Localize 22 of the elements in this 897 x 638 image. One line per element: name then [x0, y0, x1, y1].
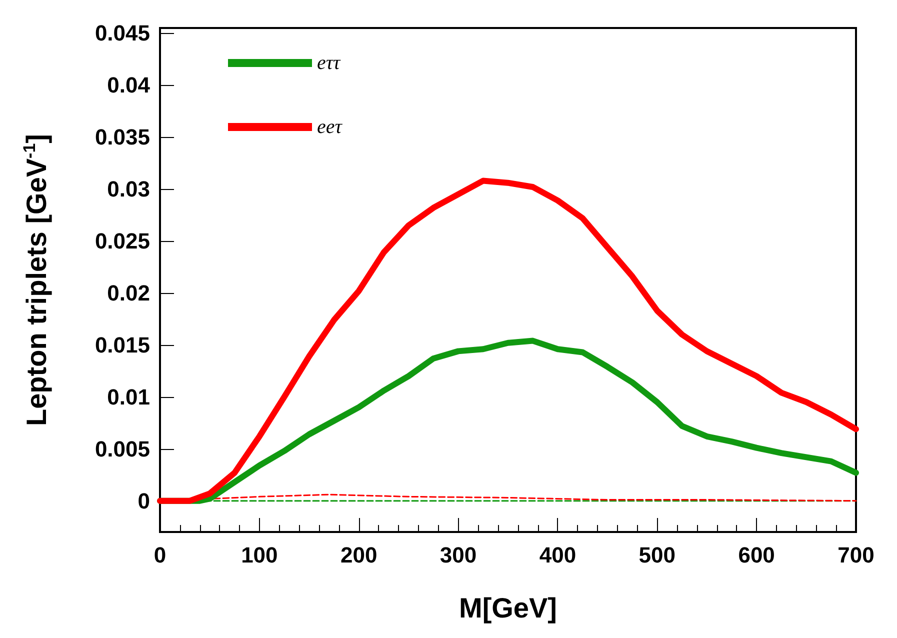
- x-tick-label: 400: [539, 542, 576, 568]
- y-tick-label: 0.03: [107, 176, 150, 202]
- x-tick-label: 0: [154, 542, 166, 568]
- y-axis-title: Lepton triplets [GeV-1]: [20, 134, 52, 426]
- x-tick-label: 700: [838, 542, 874, 568]
- y-tick-label: 0.015: [94, 332, 150, 358]
- x-tick-label: 100: [241, 542, 278, 568]
- x-tick-label: 200: [340, 542, 378, 568]
- y-tick-label: 0.035: [94, 124, 150, 150]
- y-tick-label: 0.025: [94, 228, 150, 254]
- x-axis-title: M[GeV]: [459, 592, 557, 624]
- y-tick-label: 0.005: [94, 436, 150, 462]
- y-tick-label: 0.02: [107, 280, 150, 306]
- y-tick-label: 0.045: [94, 20, 150, 46]
- legend-label: eττ: [317, 52, 342, 74]
- y-tick-label: 0.04: [107, 72, 151, 98]
- legend-label: eeτ: [317, 116, 343, 138]
- x-tick-label: 500: [638, 542, 676, 568]
- y-tick-label: 0.01: [107, 384, 150, 410]
- y-tick-label: 0: [138, 488, 150, 514]
- x-tick-label: 600: [738, 542, 775, 568]
- x-tick-label: 300: [440, 542, 477, 568]
